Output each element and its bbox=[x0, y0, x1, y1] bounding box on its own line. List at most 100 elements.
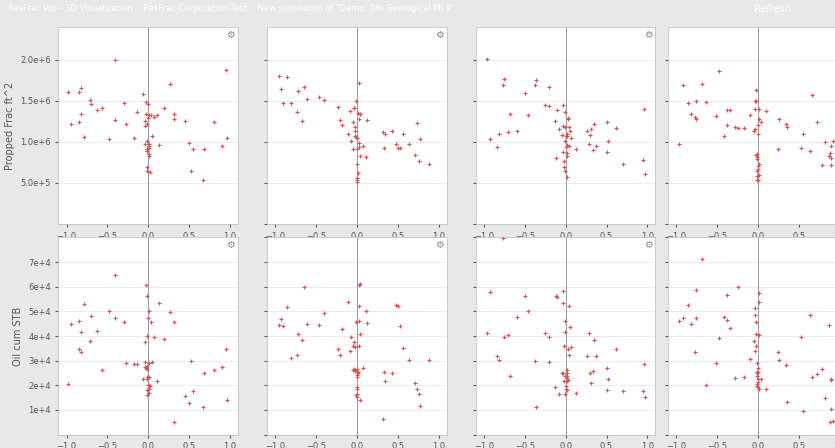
Point bbox=[351, 176, 364, 183]
Point bbox=[559, 386, 573, 393]
Point bbox=[584, 125, 598, 132]
Point bbox=[743, 112, 757, 119]
Point bbox=[805, 374, 818, 381]
Point bbox=[142, 152, 155, 159]
Point bbox=[208, 366, 221, 374]
Point bbox=[685, 110, 698, 117]
Point bbox=[721, 291, 734, 298]
Point bbox=[521, 307, 534, 314]
Point bbox=[140, 145, 154, 152]
Point bbox=[353, 110, 367, 117]
Point bbox=[353, 152, 367, 159]
Point bbox=[144, 111, 157, 118]
Point bbox=[752, 161, 766, 168]
Point bbox=[140, 147, 154, 155]
Point bbox=[64, 320, 78, 327]
Point bbox=[751, 375, 764, 382]
Point bbox=[352, 170, 365, 177]
Point bbox=[539, 102, 552, 109]
Point bbox=[291, 351, 304, 358]
Point bbox=[351, 146, 364, 153]
Point bbox=[553, 390, 566, 397]
Point bbox=[142, 144, 155, 151]
Point bbox=[752, 289, 766, 297]
Point bbox=[353, 331, 367, 338]
Point bbox=[357, 142, 370, 149]
Point bbox=[143, 168, 156, 176]
Point bbox=[423, 161, 436, 168]
Point bbox=[408, 379, 422, 387]
Point bbox=[558, 157, 571, 164]
Point bbox=[721, 121, 734, 129]
Point bbox=[347, 146, 360, 153]
Point bbox=[562, 351, 575, 358]
Point bbox=[350, 175, 363, 182]
Point bbox=[295, 336, 308, 344]
Point bbox=[638, 105, 651, 112]
Point bbox=[823, 149, 835, 156]
Point bbox=[501, 129, 514, 136]
Point bbox=[137, 90, 150, 98]
Point bbox=[352, 109, 365, 116]
Point bbox=[709, 359, 722, 366]
Point bbox=[583, 131, 596, 138]
Point bbox=[142, 142, 155, 150]
Point bbox=[750, 372, 763, 379]
Point bbox=[750, 152, 763, 159]
Point bbox=[148, 333, 161, 340]
Point bbox=[348, 128, 362, 135]
Point bbox=[780, 124, 793, 131]
Point bbox=[140, 376, 154, 383]
Point bbox=[377, 128, 390, 135]
Point bbox=[493, 357, 506, 364]
Point bbox=[103, 136, 116, 143]
Point bbox=[556, 123, 569, 130]
Point bbox=[560, 130, 574, 138]
Point bbox=[822, 321, 835, 328]
Point bbox=[797, 408, 810, 415]
Point bbox=[347, 338, 361, 345]
Point bbox=[141, 382, 154, 389]
Point bbox=[560, 374, 574, 381]
Point bbox=[386, 369, 399, 376]
Point bbox=[562, 302, 575, 309]
Point bbox=[345, 137, 358, 144]
Point bbox=[560, 372, 574, 379]
Point bbox=[350, 390, 363, 397]
Point bbox=[413, 136, 427, 143]
Point bbox=[560, 150, 574, 157]
Point bbox=[150, 378, 164, 385]
Text: ⚙: ⚙ bbox=[435, 30, 444, 40]
Point bbox=[312, 94, 326, 101]
Point bbox=[559, 390, 572, 397]
Point bbox=[140, 145, 154, 152]
Point bbox=[559, 317, 572, 324]
Point bbox=[139, 281, 153, 289]
Point bbox=[397, 131, 410, 138]
Point bbox=[352, 143, 366, 151]
Point bbox=[349, 319, 362, 326]
Point bbox=[285, 354, 298, 362]
Point bbox=[297, 284, 311, 291]
Point bbox=[590, 353, 603, 360]
Point bbox=[186, 388, 200, 395]
Point bbox=[351, 135, 364, 142]
Point bbox=[402, 141, 416, 148]
Point bbox=[759, 108, 772, 115]
Point bbox=[393, 145, 407, 152]
Point bbox=[548, 117, 561, 124]
Point bbox=[815, 161, 828, 168]
Point bbox=[352, 368, 365, 375]
Point bbox=[755, 375, 768, 382]
Point bbox=[559, 123, 572, 130]
Point bbox=[196, 404, 210, 411]
Point bbox=[353, 396, 367, 404]
Point bbox=[139, 111, 152, 118]
Point bbox=[139, 118, 152, 125]
Point bbox=[724, 324, 737, 332]
Point bbox=[139, 363, 152, 370]
Point bbox=[297, 83, 311, 90]
Point bbox=[689, 349, 702, 356]
Point bbox=[709, 112, 722, 120]
Point bbox=[64, 121, 78, 128]
